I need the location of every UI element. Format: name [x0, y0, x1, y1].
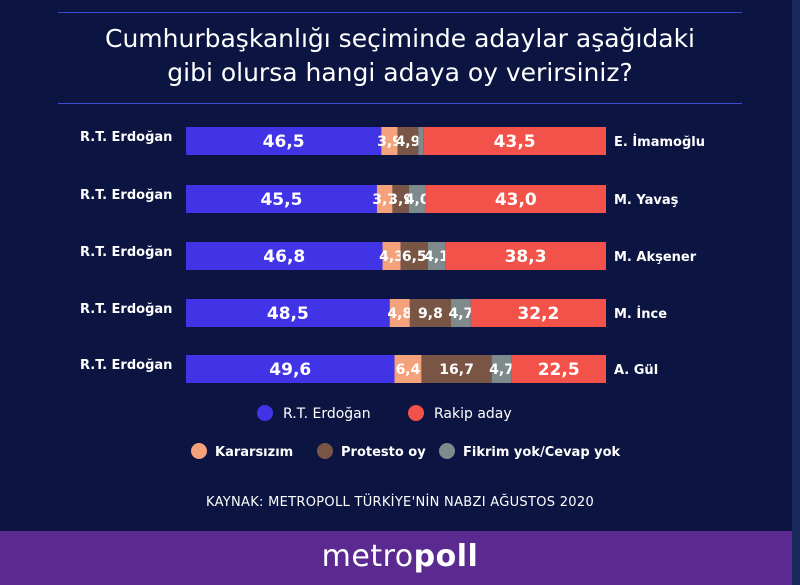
data-label-kararsiz: 6,4: [396, 362, 421, 378]
data-label-protesto: 16,7: [439, 362, 474, 378]
source-note: KAYNAK: METROPOLL TÜRKİYE'NİN NABZI AĞUS…: [205, 495, 595, 510]
stacked-bar-chart: R.T. Erdoğan 46,5 3,94,9 43,5 E. İmamoğluR.T…: [80, 127, 705, 460]
legend-marker-erdogan: [257, 405, 273, 421]
data-label-rakip: 43,0: [495, 190, 537, 210]
legend-marker-protesto: [317, 443, 333, 459]
top-divider: [58, 12, 742, 13]
bar-segment-kararsiz: [394, 355, 422, 383]
row-right-label: A. Gül: [614, 363, 658, 378]
bar-segment-protesto: [400, 242, 428, 270]
data-label-rakip: 43,5: [494, 132, 536, 152]
data-label-fikrim_yok: 4,7: [448, 306, 473, 322]
bar-segment-rakip: [470, 299, 606, 327]
row-left-label: R.T. Erdoğan: [80, 188, 172, 203]
bar-segment-fikrim_yok: [427, 242, 446, 270]
bar-segment-kararsiz: [382, 242, 401, 270]
data-label-erdogan: 46,8: [263, 247, 305, 267]
bar-segment-protesto: [392, 185, 409, 213]
bar-segment-fikrim_yok: [491, 355, 512, 383]
metropoll-logo: metropoll: [0, 539, 800, 574]
legend-label-rakip: Rakip aday: [434, 406, 512, 422]
data-label-kararsiz: 4,8: [387, 306, 412, 322]
data-label-erdogan: 48,5: [267, 304, 309, 324]
bar-segment-protesto: [421, 355, 492, 383]
bar-segment-protesto: [397, 127, 419, 155]
bar-segment-kararsiz: [381, 127, 398, 155]
data-label-protesto: 4,9: [396, 134, 421, 150]
data-label-rakip: 38,3: [505, 247, 547, 267]
bar-segment-rakip: [425, 185, 606, 213]
data-label-erdogan: 46,5: [263, 132, 305, 152]
data-label-fikrim_yok: 4,1: [424, 249, 449, 265]
data-label-kararsiz: 3,7: [372, 192, 397, 208]
legend-marker-fikrim_yok: [439, 443, 455, 459]
row-right-label: E. İmamoğlu: [614, 134, 705, 150]
bar-segment-protesto: [409, 299, 452, 327]
chart-title: Cumhurbaşkanlığı seçiminde adaylar aşağı…: [0, 22, 800, 90]
bar-segment-erdogan: [186, 242, 383, 270]
row-left-label: R.T. Erdoğan: [80, 245, 172, 260]
row-right-label: M. Akşener: [614, 250, 697, 265]
data-label-protesto: 3,9: [388, 192, 413, 208]
logo-part-1: metro: [321, 539, 414, 574]
bar-segment-kararsiz: [389, 299, 410, 327]
legend-label-kararsiz: Kararsızım: [215, 445, 293, 460]
logo-part-2: poll: [413, 539, 479, 574]
bar-segment-erdogan: [186, 355, 395, 383]
row-left-label: R.T. Erdoğan: [80, 302, 172, 317]
data-label-protesto: 6,5: [402, 249, 427, 265]
bar-segment-kararsiz: [376, 185, 393, 213]
title-line-2: gibi olursa hangi adaya oy verirsiniz?: [167, 58, 633, 87]
legend-label-protesto: Protesto oy: [341, 445, 426, 460]
legend-label-erdogan: R.T. Erdoğan: [283, 406, 371, 422]
data-label-erdogan: 45,5: [260, 190, 302, 210]
bar-segment-erdogan: [186, 185, 377, 213]
row-right-label: M. İnce: [614, 306, 667, 322]
bar-segment-fikrim_yok: [418, 127, 424, 155]
row-left-label: R.T. Erdoğan: [80, 130, 172, 145]
legend-label-fikrim_yok: Fikrim yok/Cevap yok: [463, 445, 621, 460]
row-left-label: R.T. Erdoğan: [80, 358, 172, 373]
legend-marker-kararsiz: [191, 443, 207, 459]
bar-segment-fikrim_yok: [451, 299, 471, 327]
data-label-rakip: 32,2: [517, 304, 559, 324]
right-edge-strip: [792, 0, 800, 585]
data-label-protesto: 9,8: [418, 306, 443, 322]
data-label-kararsiz: 4,3: [379, 249, 404, 265]
bar-segment-rakip: [445, 242, 606, 270]
data-label-kararsiz: 3,9: [377, 134, 402, 150]
title-line-1: Cumhurbaşkanlığı seçiminde adaylar aşağı…: [104, 24, 695, 53]
data-label-erdogan: 49,6: [269, 360, 311, 380]
bar-segment-erdogan: [186, 299, 390, 327]
footer-bar: metropoll: [0, 531, 800, 585]
bar-segment-erdogan: [186, 127, 382, 155]
data-label-fikrim_yok: 4,0: [405, 192, 430, 208]
row-right-label: M. Yavaş: [614, 193, 679, 208]
title-divider: [58, 103, 742, 104]
bar-segment-rakip: [423, 127, 606, 155]
legend-marker-rakip: [408, 405, 424, 421]
data-label-rakip: 22,5: [538, 360, 580, 380]
bar-segment-rakip: [511, 355, 606, 383]
bar-segment-fikrim_yok: [408, 185, 426, 213]
data-label-fikrim_yok: 4,7: [489, 362, 514, 378]
